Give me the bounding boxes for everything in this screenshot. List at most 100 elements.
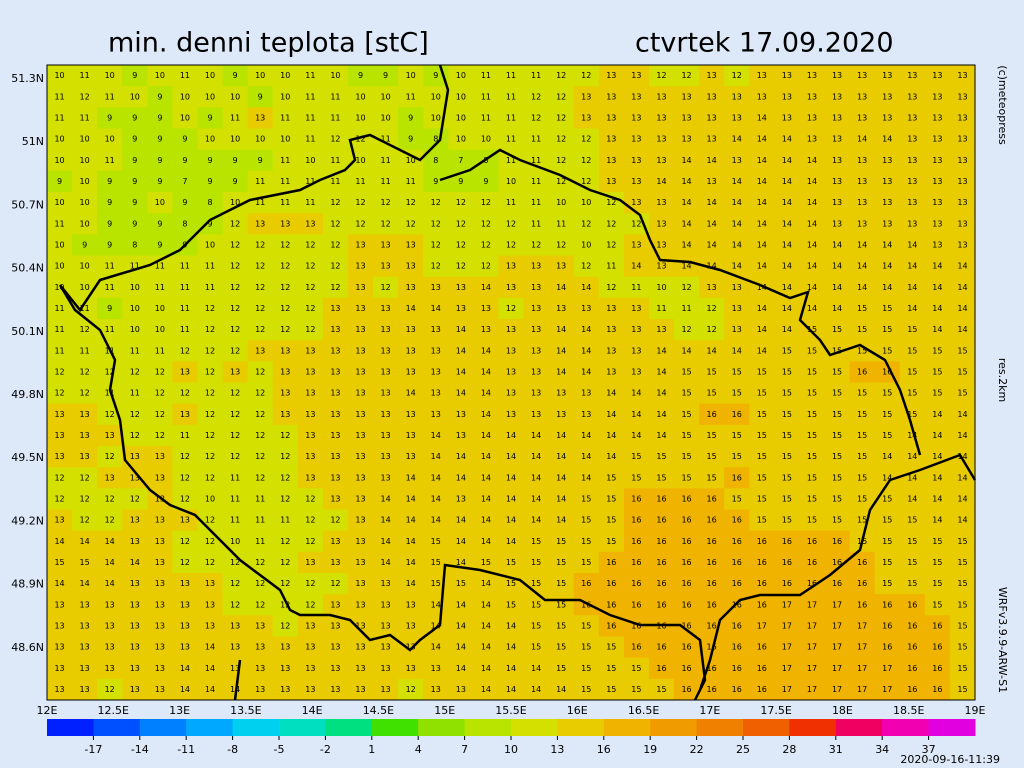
cell-value: 14 — [932, 325, 942, 334]
cell-value: 13 — [606, 135, 616, 144]
cell-value: 15 — [907, 325, 917, 334]
cell-value: 16 — [681, 664, 691, 673]
cell-value: 13 — [907, 219, 917, 228]
cell-value: 15 — [807, 431, 817, 440]
cell-value: 15 — [757, 367, 767, 376]
cell — [724, 446, 750, 468]
cell-value: 15 — [481, 558, 491, 567]
cell — [448, 488, 474, 510]
cell-value: 16 — [732, 579, 742, 588]
cell — [297, 276, 324, 299]
cell — [924, 403, 951, 426]
cell-value: 13 — [330, 558, 340, 567]
cell-value: 10 — [456, 92, 466, 101]
cell-value: 9 — [433, 71, 438, 80]
cell — [899, 551, 926, 574]
cell-value: 10 — [431, 113, 441, 122]
cell-value: 12 — [105, 685, 115, 694]
cell — [297, 615, 324, 637]
cell-value: 12 — [606, 219, 616, 228]
cell-value: 14 — [556, 494, 566, 503]
cell-value: 15 — [957, 579, 967, 588]
cell-value: 14 — [957, 516, 967, 525]
cell-value: 16 — [732, 685, 742, 694]
cell — [373, 382, 399, 405]
cell-value: 11 — [481, 92, 491, 101]
cell — [648, 65, 675, 87]
cell-value: 13 — [54, 516, 64, 525]
cell — [172, 594, 198, 616]
cell — [774, 509, 800, 532]
cell-value: 15 — [531, 643, 541, 652]
cell-value: 12 — [54, 494, 64, 503]
cell-value: 12 — [255, 579, 265, 588]
cell-value: 15 — [506, 558, 516, 567]
cell-value: 13 — [406, 283, 416, 292]
cell-value: 14 — [631, 262, 641, 271]
cell-value: 10 — [431, 92, 441, 101]
cell — [598, 636, 625, 659]
cell-value: 12 — [355, 219, 365, 228]
cell — [448, 213, 474, 235]
cell-value: 16 — [757, 537, 767, 546]
cell — [322, 382, 349, 405]
cell — [222, 65, 249, 87]
cell — [824, 594, 851, 616]
cell — [674, 657, 700, 680]
cell — [924, 255, 951, 278]
cell — [147, 86, 173, 108]
cell — [47, 297, 73, 320]
cell-value: 12 — [105, 494, 115, 503]
cell-value: 13 — [180, 643, 190, 652]
cell — [247, 361, 274, 383]
cell — [523, 361, 550, 383]
cell — [247, 446, 274, 468]
cell — [674, 488, 700, 510]
cell — [523, 128, 550, 151]
cell — [573, 276, 600, 299]
cell — [799, 107, 826, 129]
cell-value: 15 — [631, 473, 641, 482]
cell — [824, 297, 851, 320]
cell-value: 13 — [80, 664, 90, 673]
cell-value: 11 — [230, 494, 240, 503]
cell — [347, 636, 374, 659]
cell — [924, 573, 951, 595]
cell-value: 13 — [406, 431, 416, 440]
cell — [648, 488, 675, 510]
cell — [924, 594, 951, 616]
cell — [498, 636, 525, 659]
cell-value: 13 — [54, 643, 64, 652]
cell — [398, 403, 424, 426]
cell — [573, 213, 600, 235]
cell-value: 16 — [707, 600, 717, 609]
cell — [147, 107, 173, 129]
cell-value: 11 — [105, 389, 115, 398]
cell-value: 12 — [130, 431, 140, 440]
cell-value: 13 — [531, 325, 541, 334]
cell — [347, 297, 374, 320]
cell-value: 15 — [757, 494, 767, 503]
cell — [924, 615, 951, 637]
cell-value: 13 — [556, 410, 566, 419]
cell-value: 14 — [681, 198, 691, 207]
cell-value: 12 — [330, 262, 340, 271]
cell-value: 14 — [581, 473, 591, 482]
cell — [197, 424, 224, 447]
cell — [924, 424, 951, 447]
cell-value: 17 — [782, 621, 792, 630]
cell-value: 14 — [581, 346, 591, 355]
cell-value: 13 — [581, 92, 591, 101]
cell — [122, 403, 148, 426]
cell-value: 14 — [606, 410, 616, 419]
cell — [47, 467, 73, 489]
lon-label: 12.5E — [98, 704, 129, 717]
cell — [398, 382, 424, 405]
cell-value: 10 — [280, 92, 290, 101]
cell-value: 14 — [907, 283, 917, 292]
cell — [247, 319, 274, 341]
colorbar-label: 22 — [690, 743, 704, 756]
cell — [623, 446, 650, 468]
cell-value: 12 — [581, 135, 591, 144]
cell — [949, 149, 976, 172]
